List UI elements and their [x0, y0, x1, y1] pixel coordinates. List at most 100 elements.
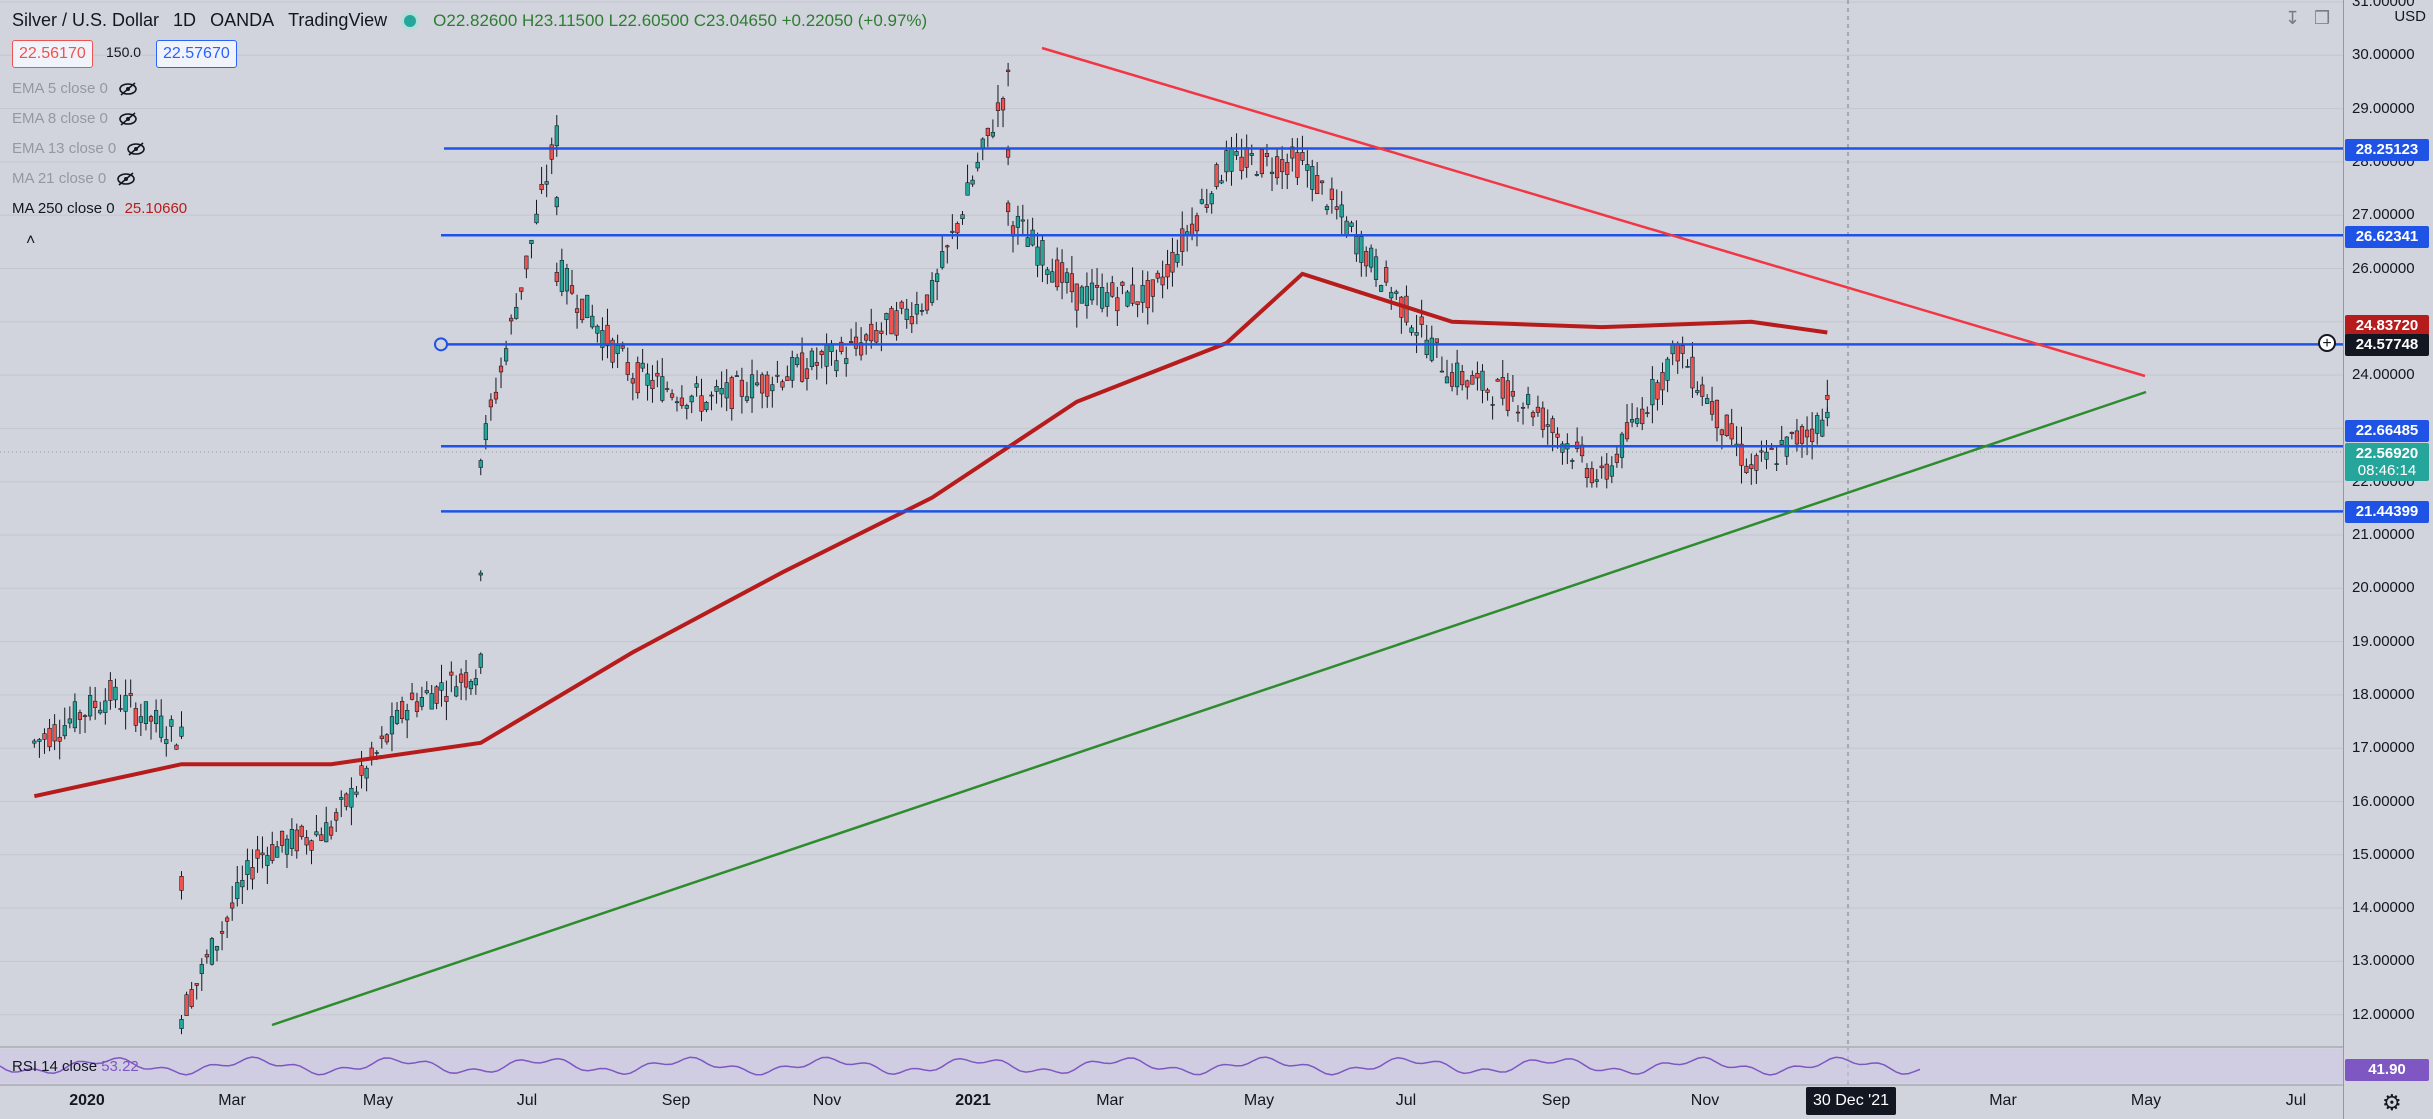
time-axis-label: May [362, 1092, 394, 1109]
add-order-plus-icon[interactable]: + [2318, 334, 2336, 352]
candle [1645, 412, 1650, 414]
price-tag-level-21: 21.44399 [2345, 501, 2429, 523]
candle [279, 830, 285, 846]
price-chart[interactable] [0, 0, 2343, 1119]
candle [780, 381, 785, 388]
candle [1729, 423, 1734, 440]
hidden-eye-icon[interactable] [118, 111, 138, 126]
price-axis[interactable]: USD [2343, 0, 2433, 1119]
candle [364, 767, 369, 779]
candle [509, 317, 514, 322]
indicator-ema5[interactable]: EMA 5 close 0 [12, 80, 138, 97]
candle [975, 161, 980, 169]
indicator-ema13[interactable]: EMA 13 close 0 [12, 140, 146, 157]
time-axis-label: Jul [516, 1092, 538, 1109]
candle [1204, 204, 1209, 208]
candle [1789, 431, 1794, 435]
candle [1754, 455, 1759, 471]
indicator-ema8[interactable]: EMA 8 close 0 [12, 110, 138, 127]
candle [660, 376, 665, 401]
candle [1064, 272, 1070, 283]
hidden-eye-icon[interactable] [116, 171, 136, 186]
candle [1490, 404, 1495, 406]
ma250-line [33, 271, 1828, 799]
candle [534, 213, 539, 224]
candle [960, 214, 965, 220]
arrow-down-icon[interactable]: ↧ [2285, 8, 2301, 28]
rsi-legend[interactable]: RSI 14 close 53.22 [12, 1058, 139, 1075]
candle [1239, 156, 1244, 172]
candle [909, 316, 914, 325]
candle [1429, 337, 1434, 361]
candle [819, 351, 824, 356]
candle [1264, 153, 1270, 157]
candle [1455, 362, 1460, 388]
candle [399, 701, 405, 720]
currency-label[interactable]: USD [2394, 8, 2426, 25]
candle [519, 287, 524, 292]
indicator-ma250[interactable]: MA 250 close 0 25.10660 [12, 200, 187, 217]
candle [1530, 412, 1536, 418]
candle [459, 673, 464, 683]
candle [899, 301, 904, 309]
time-axis-label: Mar [218, 1092, 246, 1109]
price-axis-label: 27.00000 [2352, 206, 2415, 224]
chevron-up-icon[interactable]: ˄ [26, 232, 36, 249]
candle [744, 396, 750, 401]
candle [98, 709, 103, 714]
candle [1545, 424, 1550, 427]
hidden-eye-icon[interactable] [118, 81, 138, 96]
symbol-title[interactable]: Silver / U.S. Dollar [12, 10, 160, 30]
candle [463, 672, 469, 688]
candle [1006, 69, 1011, 72]
candle [478, 572, 483, 576]
candle [57, 736, 62, 742]
gear-icon[interactable]: ⚙ [2382, 1090, 2402, 1115]
candle [1020, 219, 1025, 222]
candle [454, 686, 459, 697]
candle [194, 983, 199, 986]
candle [405, 709, 410, 721]
candle [1749, 464, 1754, 469]
candle [143, 701, 149, 724]
candle [1695, 390, 1700, 393]
candle [694, 383, 699, 388]
hidden-eye-icon[interactable] [126, 141, 146, 156]
candle [914, 304, 919, 315]
candle [765, 374, 770, 397]
price-axis-label: 24.00000 [2352, 366, 2415, 384]
candle [1006, 202, 1011, 213]
candle [1769, 447, 1774, 450]
time-axis-label: Jul [1395, 1092, 1417, 1109]
indicator-value: 25.10660 [124, 200, 188, 217]
candle [1434, 338, 1439, 343]
indicator-label: MA 21 close 0 [12, 170, 107, 187]
candle [414, 701, 420, 712]
price-tag-level-26: 26.62341 [2345, 226, 2429, 248]
candle [299, 825, 304, 837]
indicator-ma21[interactable]: MA 21 close 0 [12, 170, 136, 187]
candle [1100, 287, 1105, 309]
price-axis-label: 29.00000 [2352, 99, 2415, 117]
candle [1510, 391, 1515, 397]
buy-button[interactable]: 22.57670 [156, 40, 237, 68]
candle [204, 954, 209, 958]
candle [1224, 150, 1229, 173]
candle [1419, 316, 1424, 325]
candle [334, 812, 339, 821]
sell-button[interactable]: 22.56170 [12, 40, 93, 68]
candle [970, 179, 975, 185]
candle [1594, 479, 1599, 482]
candle [449, 671, 454, 676]
candle [884, 313, 889, 320]
candle [67, 718, 72, 724]
candle [785, 376, 790, 381]
candle [374, 752, 379, 754]
candle [284, 838, 290, 855]
candle [1074, 283, 1079, 311]
candle [1045, 269, 1050, 275]
candle [199, 964, 204, 974]
restore-icon[interactable]: ❒ [2314, 8, 2331, 28]
candle [580, 298, 585, 321]
interval-label[interactable]: 1D [173, 10, 197, 30]
